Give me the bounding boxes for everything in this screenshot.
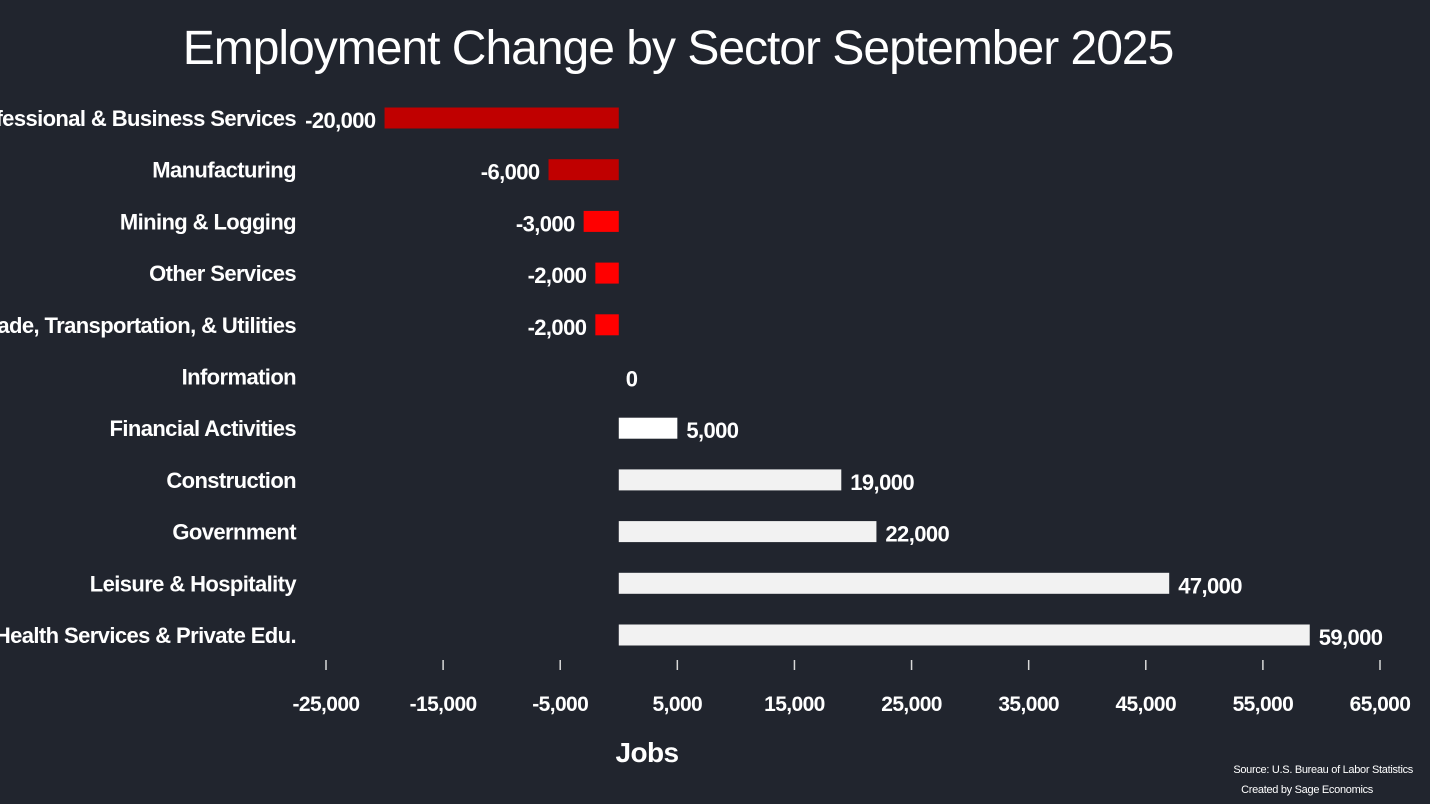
x-tick-label: 65,000 bbox=[1350, 693, 1411, 716]
bar bbox=[595, 262, 619, 284]
data-label: 59,000 bbox=[1319, 625, 1383, 650]
data-label: -20,000 bbox=[305, 108, 376, 133]
category-label: Manufacturing bbox=[152, 158, 296, 183]
x-tick-label: -25,000 bbox=[292, 693, 359, 716]
x-tick-label: -15,000 bbox=[410, 693, 477, 716]
bar bbox=[618, 417, 678, 439]
data-label: 0 bbox=[626, 367, 638, 392]
x-tick-label: -5,000 bbox=[532, 693, 588, 716]
category-label: Government bbox=[172, 520, 297, 545]
bar bbox=[618, 521, 877, 543]
category-label: Mining & Logging bbox=[120, 209, 296, 234]
source-note-line1: Source: U.S. Bureau of Labor Statistics bbox=[1233, 764, 1413, 776]
bar bbox=[595, 314, 619, 336]
bar bbox=[384, 107, 619, 129]
data-label: -6,000 bbox=[481, 160, 540, 185]
category-label: Information bbox=[182, 365, 297, 390]
data-label: -3,000 bbox=[516, 211, 575, 236]
x-axis: -25,000 -15,000 -5,000 5,000 15,000 25,000 35,… bbox=[292, 660, 1411, 716]
category-label: Construction bbox=[166, 468, 296, 493]
category-label: Professional & Business Services bbox=[0, 106, 296, 131]
category-label: Leisure & Hospitality bbox=[90, 571, 298, 596]
x-tick-label: 45,000 bbox=[1115, 693, 1176, 716]
category-label: Trade, Transportation, & Utilities bbox=[0, 313, 296, 338]
bar bbox=[618, 624, 1310, 646]
x-tick-label: 55,000 bbox=[1233, 693, 1294, 716]
category-label: Financial Activities bbox=[110, 416, 297, 441]
source-note-line2: Created by Sage Economics bbox=[1241, 784, 1374, 796]
category-label: Health Services & Private Edu. bbox=[0, 623, 296, 648]
data-label: 5,000 bbox=[686, 418, 738, 443]
x-tick-label: 35,000 bbox=[998, 693, 1059, 716]
data-label: -2,000 bbox=[528, 263, 587, 288]
x-axis-title: Jobs bbox=[616, 737, 679, 768]
data-label: 19,000 bbox=[850, 470, 914, 495]
bar bbox=[548, 159, 619, 181]
bar bbox=[583, 210, 619, 232]
x-tick-label: 25,000 bbox=[881, 693, 942, 716]
bars-layer: Professional & Business Services -20,000 M… bbox=[0, 106, 1383, 650]
x-tick-label: 15,000 bbox=[764, 693, 825, 716]
data-label: -2,000 bbox=[528, 315, 587, 340]
bar bbox=[618, 572, 1170, 594]
data-label: 47,000 bbox=[1178, 573, 1242, 598]
data-label: 22,000 bbox=[885, 522, 949, 547]
chart-title: Employment Change by Sector September 20… bbox=[183, 22, 1174, 75]
x-tick-label: 5,000 bbox=[653, 693, 703, 716]
bar bbox=[618, 469, 842, 491]
category-label: Other Services bbox=[149, 261, 296, 286]
